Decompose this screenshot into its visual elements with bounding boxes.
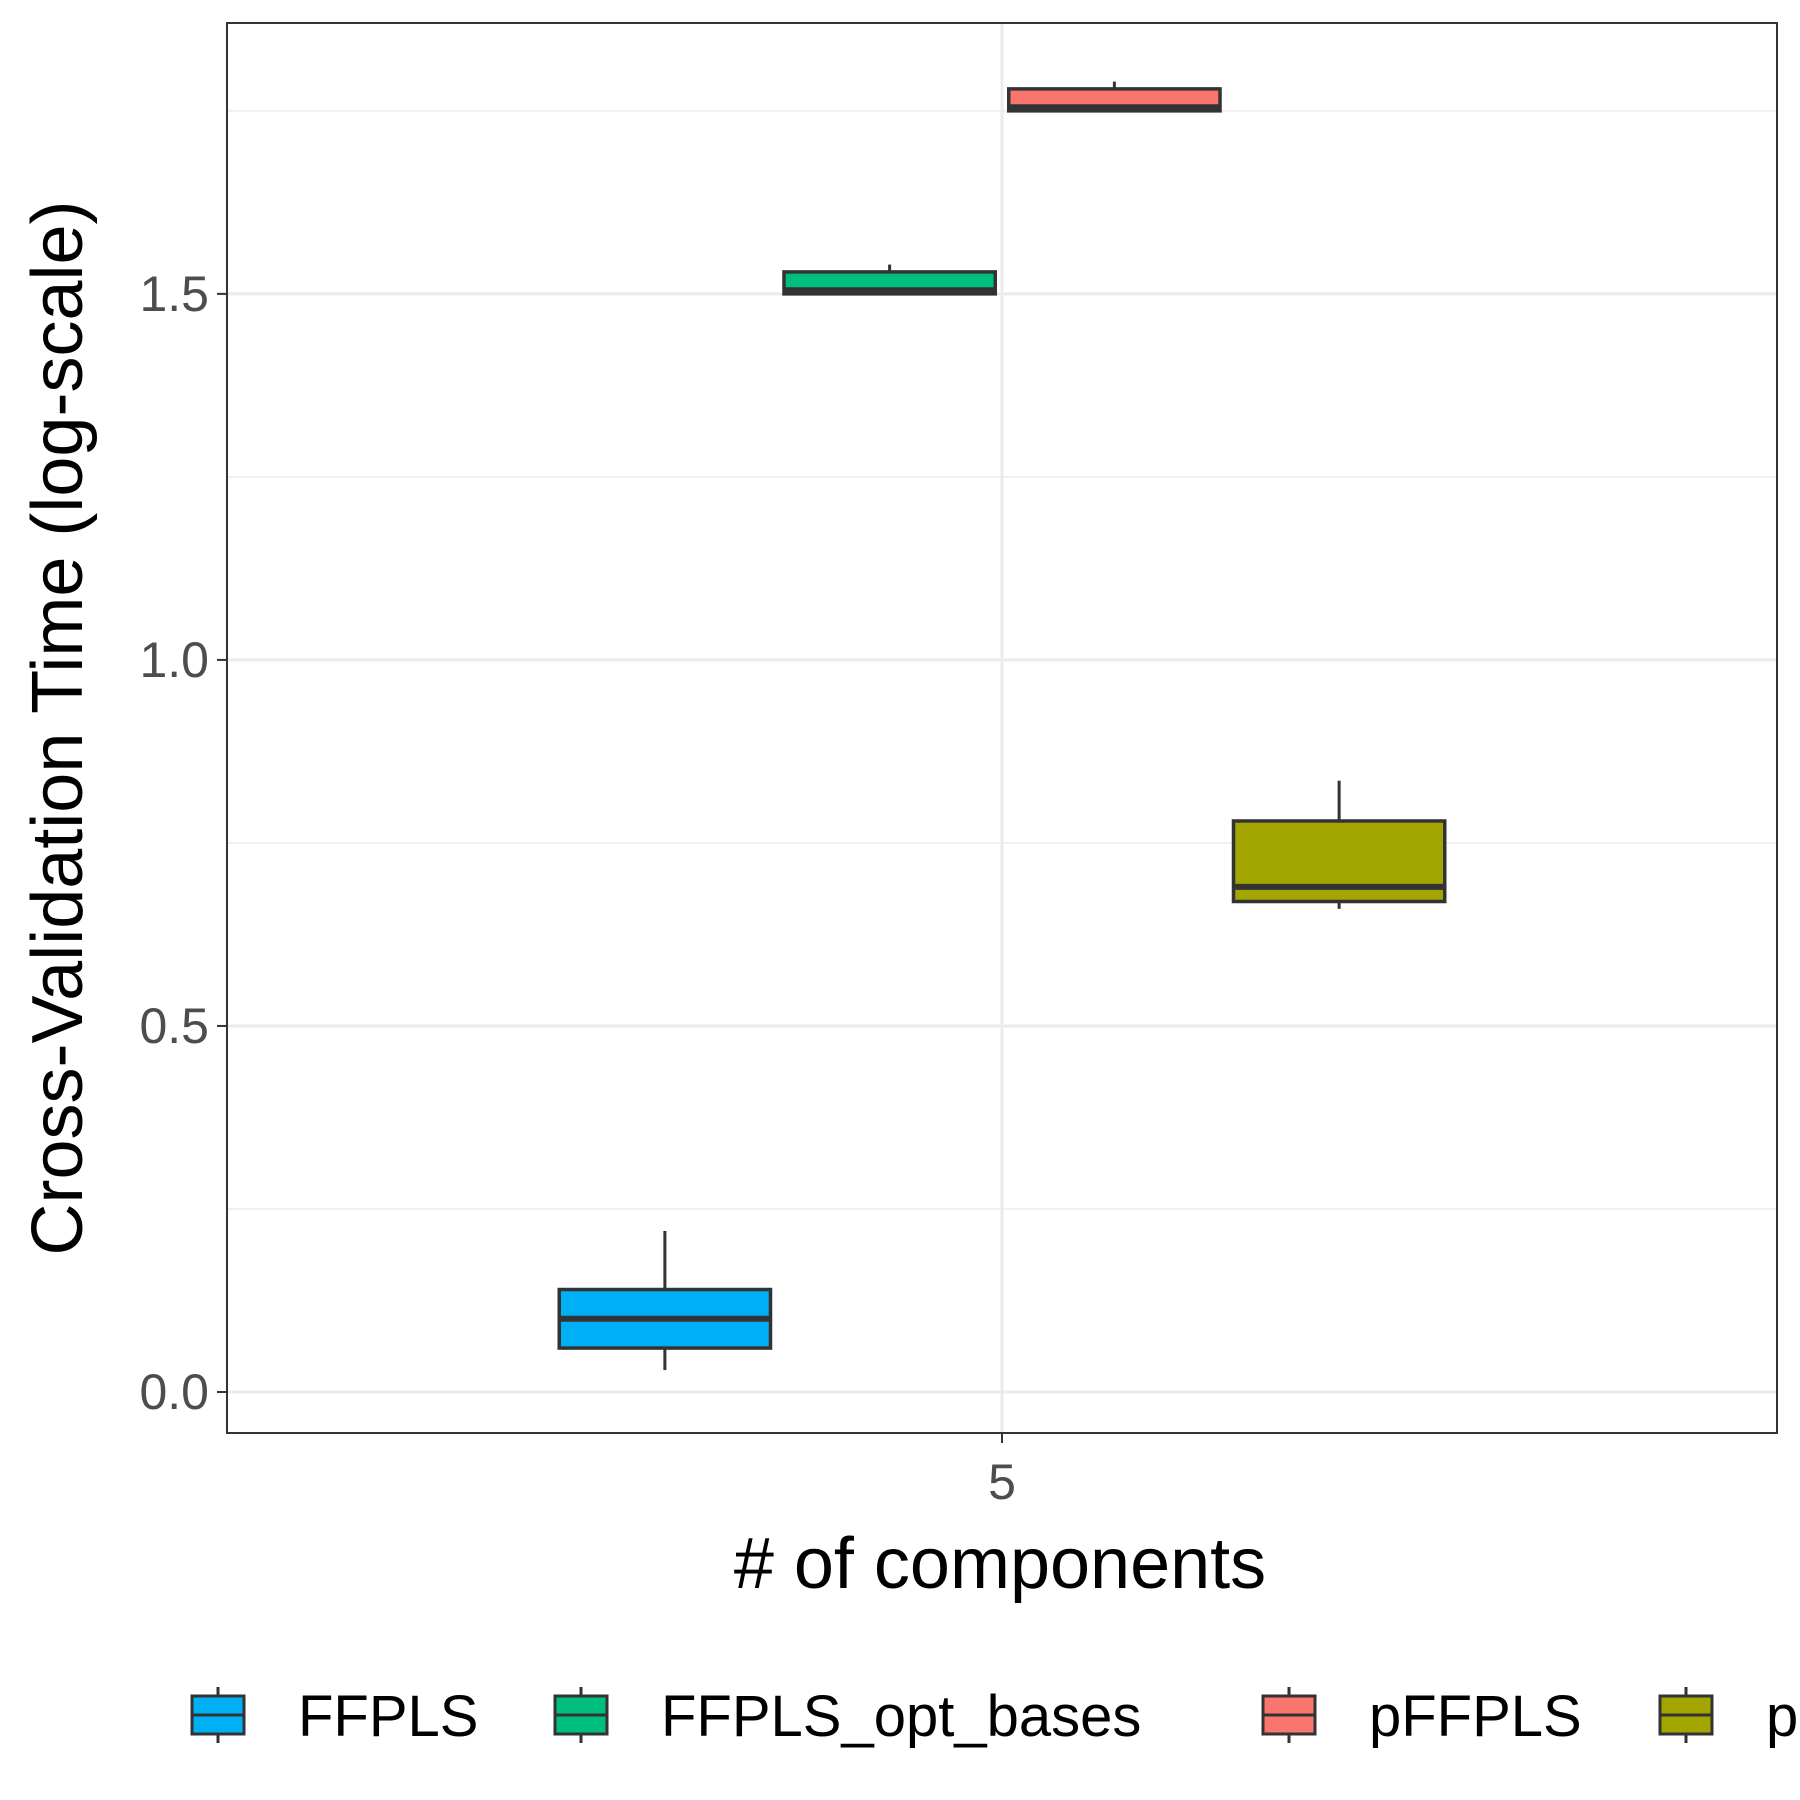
legend-item-FFPLS: FFPLS [190,1684,479,1749]
x-axis-ticks: 5 [988,1433,1016,1510]
box-p [1231,780,1447,909]
legend-item-pFFPLS: pFFPLS [1261,1684,1582,1749]
x-axis-title: # of components [734,1524,1266,1604]
legend-item-FFPLS_opt_bases: FFPLS_opt_bases [553,1684,1141,1749]
legend: FFPLS FFPLS_opt_bases pFFPLS p [190,1684,1798,1749]
legend-item-p: p [1658,1684,1798,1749]
y-tick-label: 0.5 [139,998,209,1054]
legend-label: FFPLS_opt_bases [661,1684,1141,1749]
box-series [557,81,1447,1371]
y-axis-ticks: 0.0 0.5 1.0 1.5 [139,266,227,1420]
legend-label: p [1766,1684,1798,1749]
legend-label: pFFPLS [1369,1684,1582,1749]
legend-label: FFPLS [298,1684,479,1749]
major-gridlines [227,23,1777,1433]
y-axis-title: Cross-Validation Time (log-scale) [18,200,98,1255]
y-tick-label: 0.0 [139,1364,209,1420]
x-tick-label: 5 [988,1454,1016,1510]
y-tick-label: 1.5 [139,266,209,322]
y-tick-label: 1.0 [139,632,209,688]
box-FFPLS_opt_bases [782,264,998,296]
box-pFFPLS [1006,81,1222,113]
box-FFPLS [557,1230,773,1371]
